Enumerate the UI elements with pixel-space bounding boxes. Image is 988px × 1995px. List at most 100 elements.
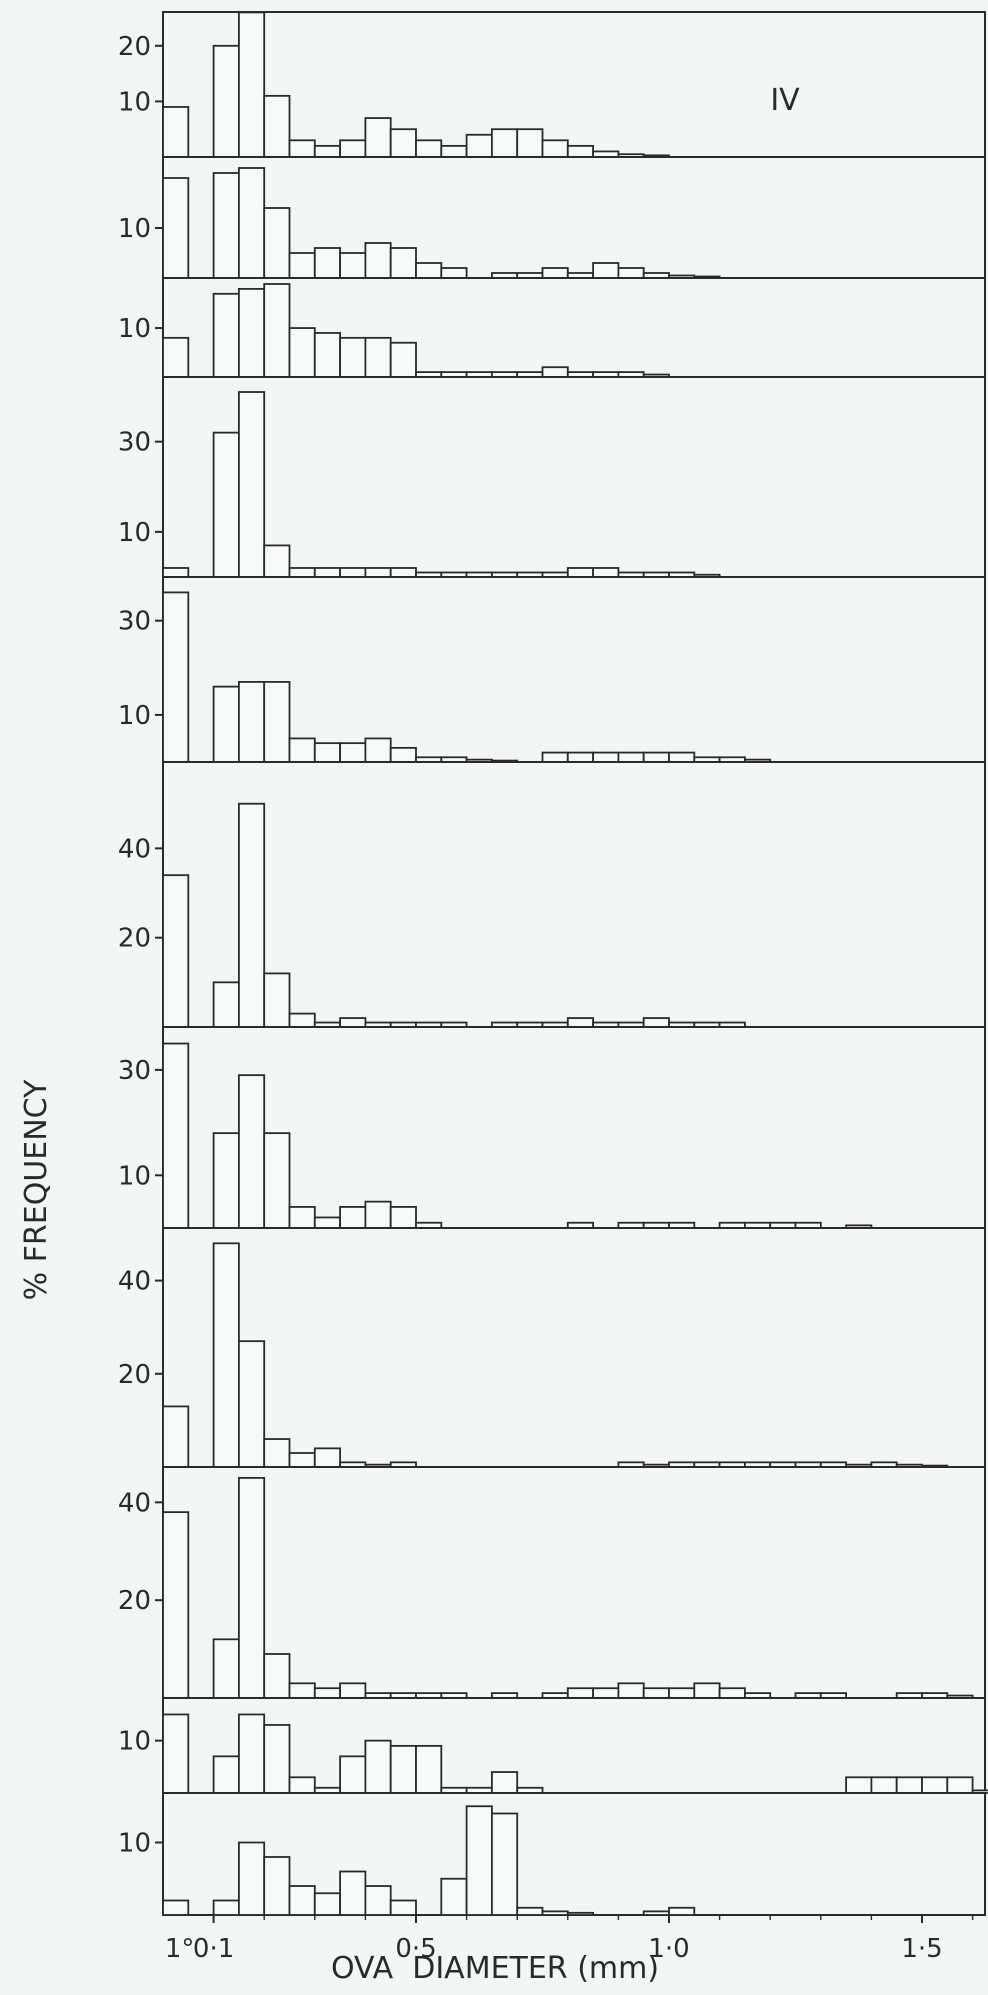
histogram-bar xyxy=(313,1687,341,1699)
histogram-bar xyxy=(263,544,291,578)
histogram-bar xyxy=(237,167,266,279)
histogram-bar xyxy=(313,332,341,378)
histogram-bar xyxy=(263,207,291,279)
x-tick-label: 0·5 xyxy=(395,1934,436,1964)
histogram-bar xyxy=(389,247,417,279)
histogram-bar xyxy=(415,139,443,158)
histogram-bar xyxy=(313,567,341,578)
histogram-bar xyxy=(617,751,645,763)
y-tick-label: 10 xyxy=(118,214,151,244)
histogram-bar xyxy=(364,567,392,578)
histogram-bar xyxy=(668,1906,696,1916)
histogram-bar xyxy=(389,1206,417,1229)
histogram-panel-10: 10 xyxy=(118,1697,988,1794)
histogram-bar xyxy=(162,874,190,1028)
histogram-bar xyxy=(339,1682,367,1699)
histogram-bar xyxy=(364,1200,392,1229)
x-axis-label: OVA DIAMETER (mm) xyxy=(331,1951,659,1986)
histogram-bar xyxy=(339,336,367,378)
histogram-bar xyxy=(237,1841,266,1916)
histogram-bar xyxy=(339,1206,367,1229)
histogram-bar xyxy=(313,742,341,763)
histogram-panel-1: 10 20 xyxy=(118,11,986,158)
histogram-bar xyxy=(617,267,645,279)
histogram-bar xyxy=(592,262,620,279)
histogram-bar xyxy=(237,1476,266,1699)
histogram-bar xyxy=(389,1744,417,1794)
histogram-bar xyxy=(389,1899,417,1916)
panel-label-iv: IV xyxy=(770,83,800,118)
x-tick-label: 1° xyxy=(165,1934,195,1964)
histogram-bar xyxy=(389,341,417,378)
histogram-bar xyxy=(288,139,316,158)
y-tick-label: 40 xyxy=(118,1488,151,1518)
histogram-bar xyxy=(313,1447,341,1468)
histogram-bar xyxy=(288,327,316,378)
histogram-bar xyxy=(339,567,367,578)
histogram-bar xyxy=(592,1687,620,1699)
x-tick-label: 1·5 xyxy=(901,1934,942,1964)
histogram-bar xyxy=(895,1776,923,1794)
histogram-bar xyxy=(237,1074,266,1229)
histogram-bar xyxy=(212,172,240,279)
histogram-bar xyxy=(566,1911,594,1916)
histogram-bar xyxy=(541,267,569,279)
y-tick-label: 10 xyxy=(118,518,151,548)
histogram-bar xyxy=(364,242,392,279)
histogram-bar xyxy=(440,1877,468,1916)
histogram-bar xyxy=(592,751,620,763)
histogram-panel-11: 10 xyxy=(118,1792,986,1916)
histogram-bar xyxy=(541,751,569,763)
histogram-bar xyxy=(288,1776,316,1794)
histogram-bar xyxy=(490,1771,519,1794)
histogram-bar xyxy=(237,1713,266,1794)
histogram-bar xyxy=(313,144,341,158)
histogram-bar xyxy=(162,591,190,763)
x-tick-label: 0·1 xyxy=(193,1934,234,1964)
histogram-bar xyxy=(162,336,190,378)
histogram-bar xyxy=(566,1017,594,1028)
histogram-bar xyxy=(566,1687,594,1699)
histogram-bar xyxy=(313,1216,341,1229)
panel-frame xyxy=(162,1227,986,1468)
histogram-bar xyxy=(668,751,696,763)
histogram-bar xyxy=(693,1682,721,1699)
histogram-bar xyxy=(389,567,417,578)
histogram-bar xyxy=(162,1713,190,1794)
histogram-bar xyxy=(237,1340,266,1468)
histogram-bar xyxy=(212,1899,240,1916)
histogram-bar xyxy=(263,1132,291,1229)
histogram-bar xyxy=(592,567,620,578)
histogram-bar xyxy=(364,117,392,158)
y-tick-label: 10 xyxy=(118,701,151,731)
histogram-bar xyxy=(162,1511,190,1699)
histogram-bar xyxy=(212,1132,240,1229)
y-axis-label: % FREQUENCY xyxy=(19,1079,54,1300)
histogram-bar xyxy=(162,177,190,279)
histogram-bar xyxy=(212,1242,240,1468)
y-tick-label: 30 xyxy=(118,607,151,637)
histogram-bar xyxy=(339,1017,367,1028)
histogram-bar xyxy=(313,247,341,279)
histogram-bar xyxy=(237,802,266,1028)
y-tick-label: 10 xyxy=(118,1829,151,1859)
histogram-panel-5: 10 30 xyxy=(118,576,986,763)
y-tick-label: 10 xyxy=(118,1727,151,1757)
histogram-bar xyxy=(288,1682,316,1699)
histogram-bar xyxy=(718,1687,746,1699)
histogram-bar xyxy=(845,1776,873,1794)
histogram-panel-4: 10 30 xyxy=(118,376,986,578)
histogram-panel-2: 10 xyxy=(118,156,986,279)
histogram-bar xyxy=(212,685,240,763)
histogram-bar xyxy=(212,44,240,158)
histogram-bar xyxy=(668,1687,696,1699)
histogram-bar xyxy=(516,128,544,158)
histogram-bar xyxy=(212,292,240,378)
y-tick-label: 30 xyxy=(118,1056,151,1086)
histogram-bar xyxy=(339,1870,367,1916)
histogram-bar xyxy=(440,144,468,158)
histogram-bar xyxy=(465,133,493,158)
histogram-bar xyxy=(415,1744,443,1794)
